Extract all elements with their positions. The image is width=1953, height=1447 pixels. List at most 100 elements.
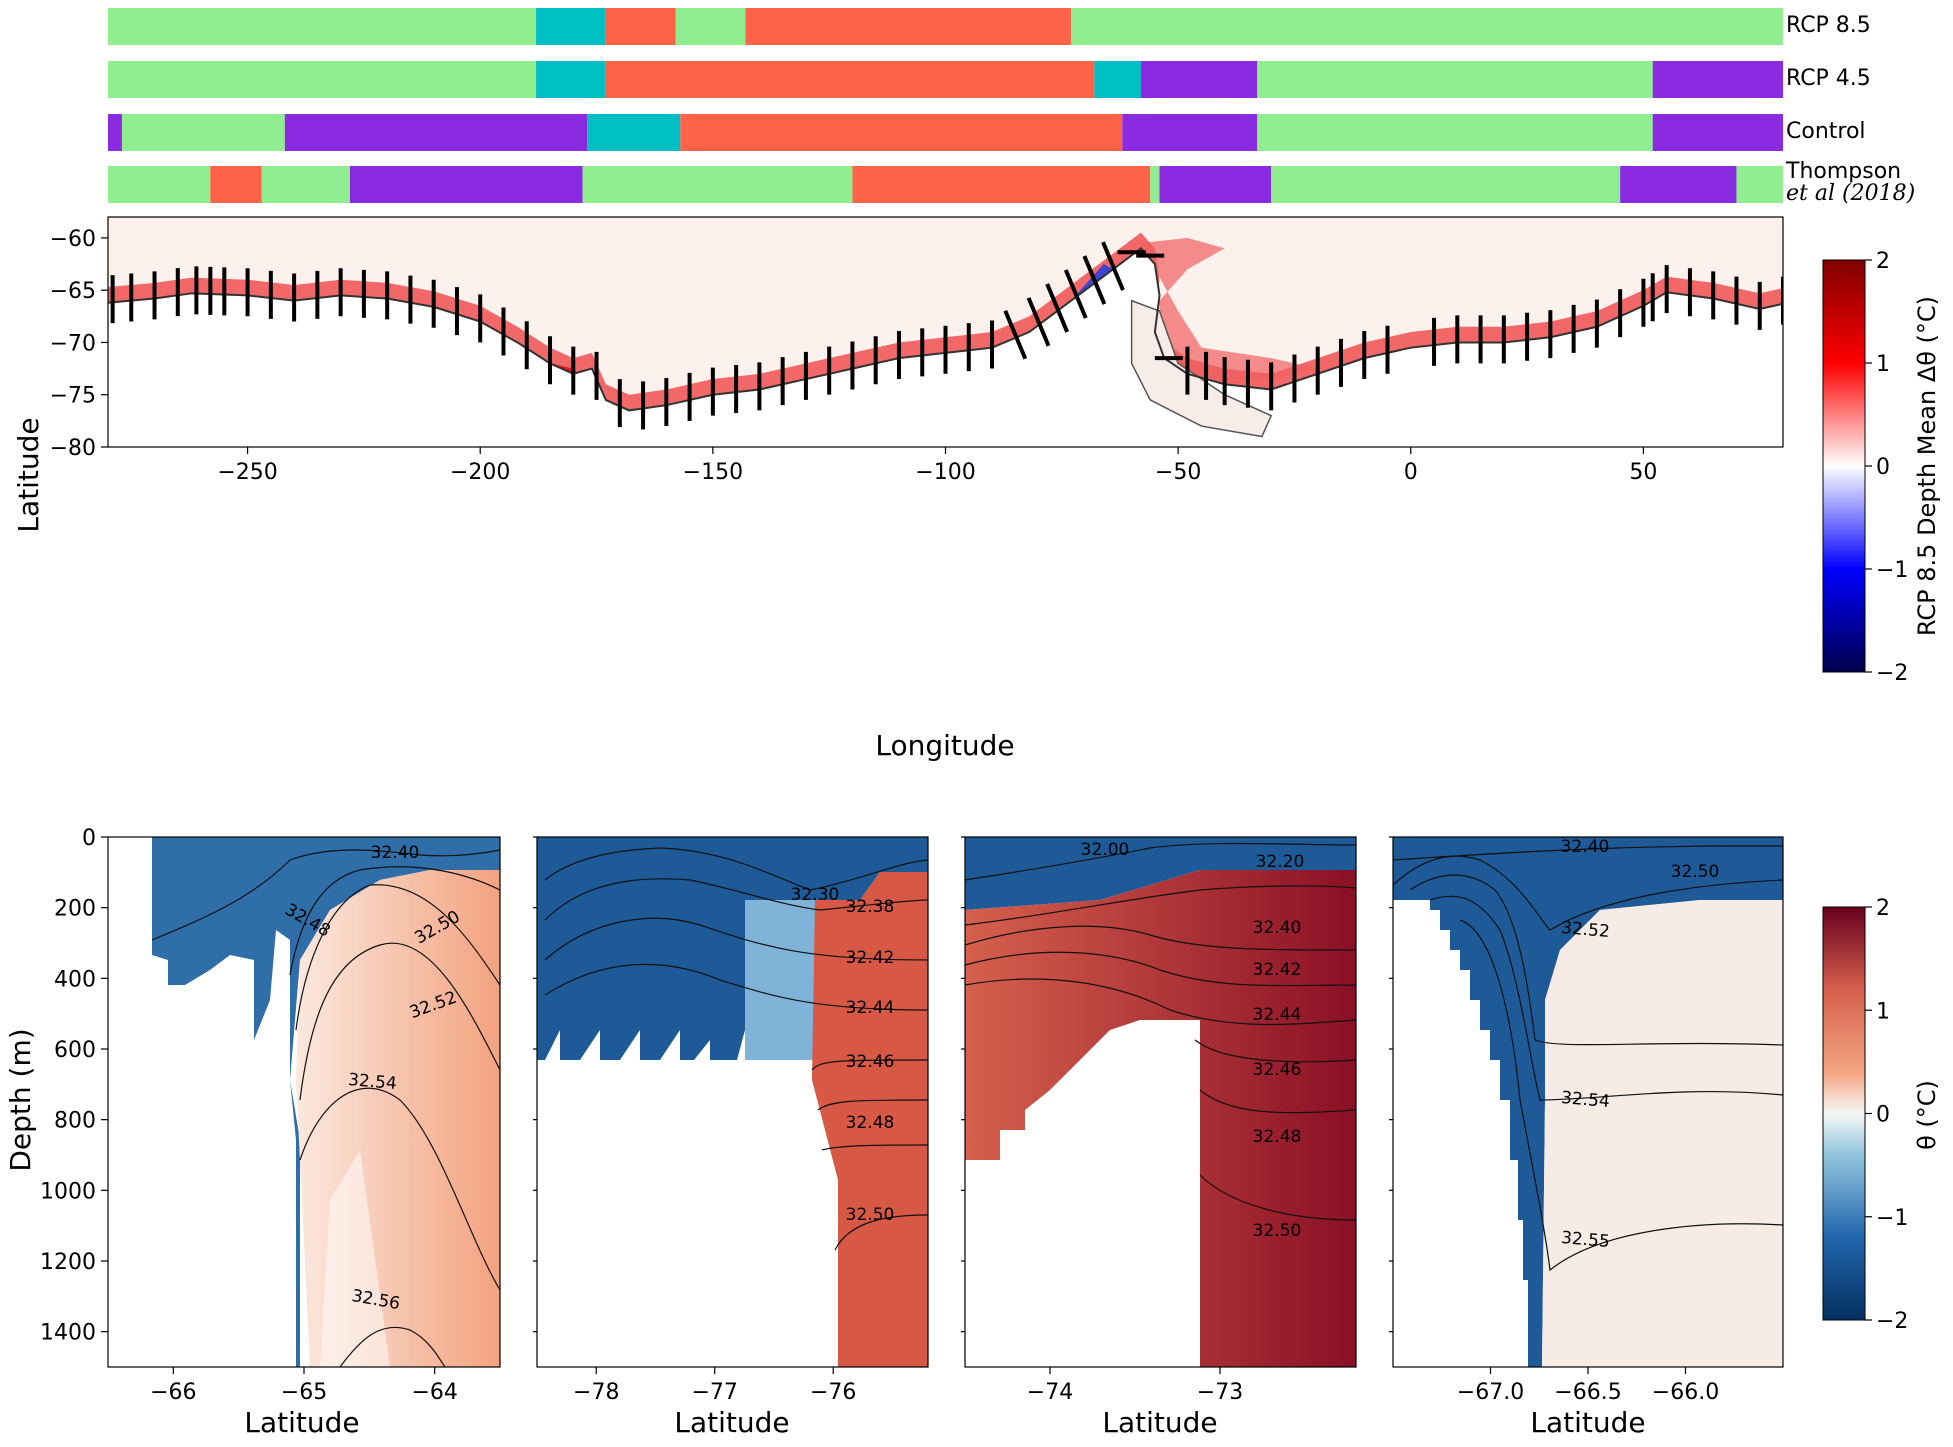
panel2-warm-layer — [812, 872, 928, 1367]
panel1-x-label: Latitude — [244, 1406, 359, 1439]
colorbar-tick-label: 2 — [1876, 249, 1890, 274]
temperature-anomaly-field — [108, 232, 1783, 447]
regime-segment-teal — [587, 114, 681, 151]
contour-label: 32.46 — [846, 1052, 895, 1072]
section-x-tick-label: −66 — [150, 1380, 196, 1405]
regime-legend — [108, 8, 1783, 203]
section-marker — [1063, 269, 1088, 319]
antarctic-land-mask — [108, 248, 1783, 447]
map-y-tick-label: −75 — [50, 384, 96, 409]
contour-label: 32.42 — [846, 948, 895, 968]
map-x-tick-label: −200 — [450, 460, 510, 485]
section-x-tick-label: −66.5 — [1554, 1380, 1621, 1405]
contour-label: 32.30 — [791, 885, 840, 905]
section-panel-4 — [1392, 836, 1784, 1368]
section-axes: −66 −65 −64 0 200 400 600 800 1000 1200 1400 −78 −77… — [40, 826, 1719, 1405]
regime-segment-green — [1736, 166, 1783, 203]
section-x-tick-label: −73 — [1197, 1380, 1243, 1405]
map-x-tick-label: −150 — [683, 460, 743, 485]
regime-segment-teal — [536, 8, 606, 45]
section-y-tick-label: 400 — [54, 967, 96, 992]
regime-segment-red — [852, 166, 1151, 203]
contour-label: 32.48 — [846, 1113, 895, 1133]
contour-label: 32.44 — [846, 998, 895, 1018]
section-marker — [1045, 283, 1070, 333]
colorbar-tick-label: −1 — [1876, 1206, 1908, 1231]
map-y-axis: −80 −75 −70 −65 −60 — [50, 227, 108, 461]
map-colorbar: −2 −1 0 1 2 RCP 8.5 Depth Mean Δθ (°C) — [1822, 249, 1941, 686]
map-y-tick-label: −80 — [50, 436, 96, 461]
map-colorbar-gradient — [1822, 259, 1866, 673]
panel3-x-label: Latitude — [1102, 1406, 1217, 1439]
regime-segment-green — [1257, 114, 1653, 151]
contour-label: 32.52 — [1560, 918, 1610, 942]
regime-label-rcp85: RCP 8.5 — [1786, 13, 1871, 38]
regime-segment-green — [108, 166, 211, 203]
colorbar-tick-label: 1 — [1876, 999, 1890, 1024]
contour-label: 32.38 — [846, 897, 895, 917]
contour-label: 32.40 — [371, 843, 420, 863]
map-y-tick-label: −70 — [50, 331, 96, 356]
section-x-tick-label: −64 — [411, 1380, 457, 1405]
regime-segment-green — [675, 8, 746, 45]
section-marker — [1003, 309, 1028, 360]
map-x-tick-label: −50 — [1155, 460, 1201, 485]
map-x-axis: −250 −200 −150 −100 −50 0 50 — [217, 447, 1657, 485]
regime-label-thompson: Thompson — [1785, 159, 1901, 184]
regime-segment-purple — [349, 166, 583, 203]
contour-label: 32.44 — [1253, 1005, 1302, 1025]
contour-label: 32.50 — [1671, 862, 1720, 882]
section-marker — [1101, 241, 1125, 291]
regime-segment-green — [1071, 8, 1783, 45]
panel3-cold-layer — [965, 837, 1356, 910]
contour-label: 32.40 — [1561, 837, 1610, 857]
regime-segment-red — [745, 8, 1072, 45]
regime-segment-green — [1257, 61, 1653, 98]
section-y-tick-label: 600 — [54, 1038, 96, 1063]
section-x-tick-label: −65 — [281, 1380, 327, 1405]
map-y-tick-label: −60 — [50, 227, 96, 252]
map-x-label: Longitude — [875, 729, 1014, 762]
antarctic-coastline — [108, 247, 1783, 412]
colorbar-tick-label: −2 — [1876, 661, 1908, 686]
map-x-tick-label: −250 — [217, 460, 277, 485]
contour-label: 32.55 — [1560, 1228, 1610, 1252]
section-x-tick-label: −77 — [692, 1380, 738, 1405]
section-x-tick-label: −74 — [1027, 1380, 1073, 1405]
filchner-ronne-ice-shelf — [1130, 299, 1273, 438]
panel4-cold-layer — [1393, 837, 1783, 1367]
map-x-tick-label: −100 — [915, 460, 975, 485]
regime-label-rcp45: RCP 4.5 — [1786, 66, 1871, 91]
regime-segment-purple — [284, 114, 588, 151]
section-panel-1 — [107, 836, 501, 1368]
regime-segment-purple — [1652, 114, 1783, 151]
regime-label-control: Control — [1786, 119, 1866, 144]
section-panels — [107, 836, 1784, 1368]
colorbar-tick-label: 0 — [1876, 1103, 1890, 1128]
section-y-tick-label: 1200 — [40, 1250, 96, 1275]
panel1-cold-layer — [152, 837, 500, 1367]
section-marker — [1026, 297, 1051, 347]
map-colorbar-ticks: −2 −1 0 1 2 — [1865, 249, 1908, 686]
colorbar-tick-label: 1 — [1876, 352, 1890, 377]
section-panel-3 — [964, 836, 1357, 1368]
section-y-tick-label: 0 — [82, 826, 96, 851]
regime-segment-green — [121, 114, 285, 151]
section-y-tick-label: 200 — [54, 897, 96, 922]
contour-label: 32.46 — [1253, 1060, 1302, 1080]
regime-segment-purple — [1122, 114, 1258, 151]
section-y-tick-label: 1400 — [40, 1321, 96, 1346]
regime-segment-green — [582, 166, 853, 203]
regime-segment-purple — [1620, 166, 1737, 203]
contour-label: 32.40 — [1253, 918, 1302, 938]
section-y-tick-label: 800 — [54, 1109, 96, 1134]
section-colorbar-gradient — [1822, 906, 1866, 1321]
regime-segment-red — [605, 61, 1095, 98]
section-marker — [1082, 255, 1107, 305]
regime-segment-green — [1271, 166, 1621, 203]
depth-axis-label: Depth (m) — [4, 1028, 37, 1171]
panel4-x-label: Latitude — [1530, 1406, 1645, 1439]
map-panel: −250 −200 −150 −100 −50 0 50 −80 −75 −70 −65 −60 L… — [12, 216, 1784, 762]
